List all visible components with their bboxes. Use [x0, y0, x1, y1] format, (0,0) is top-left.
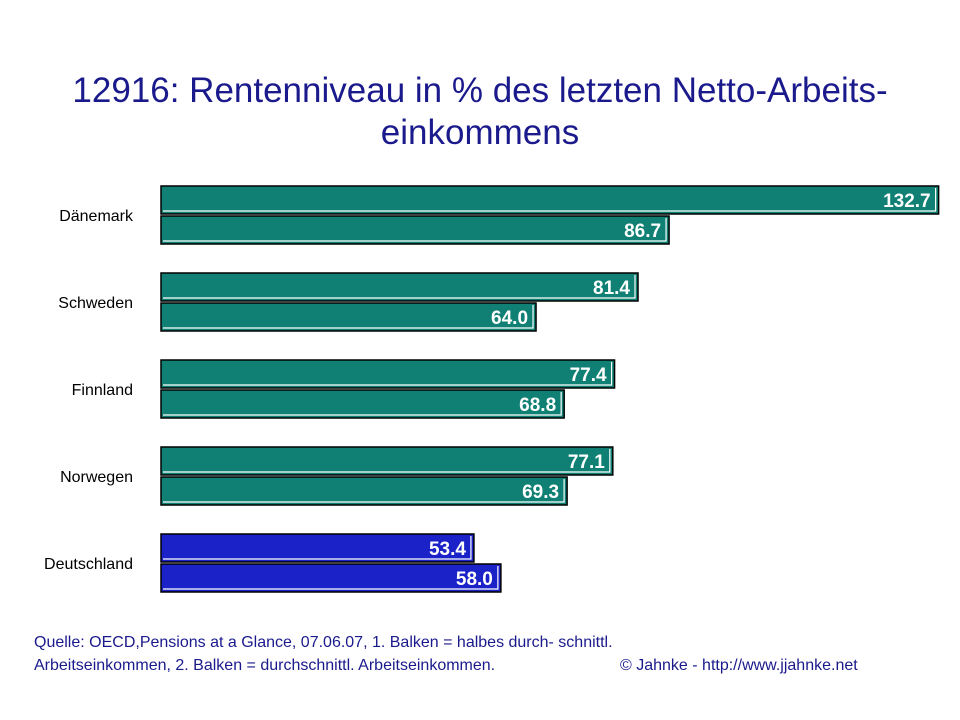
chart-title-line-1: 12916: Rentenniveau in % des letzten Net…: [72, 71, 888, 110]
category-label-norwegen: Norwegen: [60, 469, 133, 486]
bar-value-label: 64.0: [491, 308, 528, 329]
category-label-deutschland: Deutschland: [44, 556, 133, 573]
bar-value-label: 68.8: [519, 395, 556, 416]
bar-value-label: 77.1: [568, 452, 605, 473]
bar-deutschland-2: [160, 563, 502, 593]
bar-highlight: [163, 536, 472, 560]
category-label-d-nemark: Dänemark: [59, 208, 134, 225]
bar-finnland-1: [160, 359, 616, 389]
bar-deutschland-1: [160, 533, 475, 563]
bar-highlight: [163, 218, 667, 242]
bar-value-label: 81.4: [593, 278, 630, 299]
bar-schweden-2: [160, 302, 537, 332]
bar-schweden-1: [160, 272, 639, 302]
bar-highlight: [163, 479, 565, 503]
category-label-finnland: Finnland: [72, 382, 133, 399]
bar-value-label: 86.7: [624, 221, 661, 242]
bar-value-label: 53.4: [429, 539, 466, 560]
bar-highlight: [163, 305, 534, 329]
chart-title-line-2: einkommens: [380, 113, 580, 152]
bar-highlight: [163, 275, 636, 299]
bar-norwegen-2: [160, 476, 568, 506]
bar-highlight: [163, 188, 937, 212]
bar-value-label: 69.3: [522, 482, 559, 503]
bar-highlight: [163, 392, 562, 416]
bar-value-label: 77.4: [570, 365, 607, 386]
bar-d-nemark-2: [160, 215, 670, 245]
copyright-note: © Jahnke - http://www.jjahnke.net: [620, 657, 858, 674]
source-note-line-1: Quelle: OECD,Pensions at a Glance, 07.06…: [34, 634, 613, 651]
bar-highlight: [163, 362, 613, 386]
bar-highlight: [163, 566, 499, 590]
bar-d-nemark-1: [160, 185, 940, 215]
bar-norwegen-1: [160, 446, 614, 476]
bar-value-label: 132.7: [883, 191, 931, 212]
bar-chart: 132.7 86.7 Dänemark 81.4 64.0 Schweden 77.4 68.…: [44, 185, 940, 593]
source-note-line-2: Arbeitseinkommen, 2. Balken = durchschni…: [34, 657, 496, 674]
bar-value-label: 58.0: [456, 569, 493, 590]
bar-highlight: [163, 449, 611, 473]
category-label-schweden: Schweden: [58, 295, 133, 312]
bar-finnland-2: [160, 389, 565, 419]
